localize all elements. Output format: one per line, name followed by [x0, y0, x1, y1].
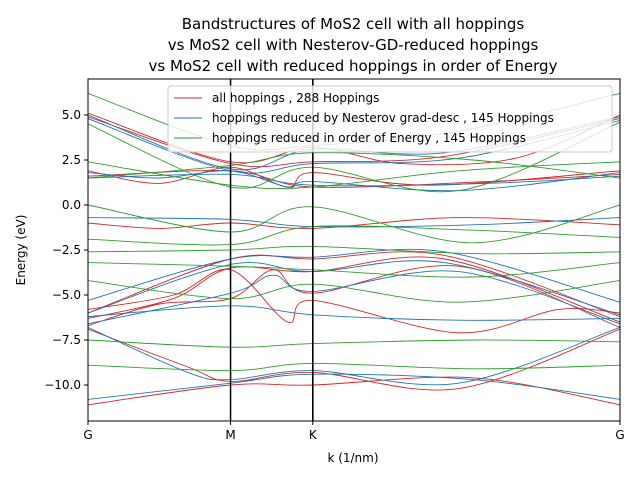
series-2-band-6 — [88, 248, 620, 303]
y-tick-label: 0.0 — [62, 198, 81, 212]
y-tick-label: −5.0 — [52, 288, 81, 302]
series-1-band-1 — [88, 112, 620, 166]
x-tick-label: G — [83, 428, 92, 442]
chart-title-line-1: Bandstructures of MoS2 cell with all hop… — [182, 15, 525, 33]
x-axis-label: k (1/nm) — [327, 451, 378, 465]
legend-label-3: hoppings reduced in order of Energy , 14… — [212, 131, 526, 145]
y-axis-ticks: 5.0 2.5 0.0 −2.5 −5.0 −7.5 −10.0 — [44, 108, 88, 392]
y-tick-label: −10.0 — [44, 378, 81, 392]
chart-title-line-2: vs MoS2 cell with Nesterov-GD-reduced ho… — [168, 36, 539, 54]
series-2-band-3 — [88, 170, 620, 192]
legend-label-2: hoppings reduced by Nesterov grad-desc ,… — [212, 111, 554, 125]
series-1-band-9 — [88, 268, 620, 334]
series-3-band-11 — [88, 362, 620, 372]
legend: all hoppings , 288 Hoppings hoppings redu… — [167, 85, 613, 153]
series-2-band-9 — [88, 305, 620, 321]
y-tick-label: −2.5 — [52, 243, 81, 257]
series-2-band-7 — [88, 260, 620, 316]
series-3-band-8 — [88, 262, 620, 278]
series-2-band-4 — [88, 173, 620, 187]
series-3-band-6 — [88, 225, 620, 246]
x-tick-label: G — [615, 428, 624, 442]
series-3-band-5 — [88, 204, 620, 244]
series-2-band-10 — [88, 326, 620, 386]
series-1-band-5 — [88, 217, 620, 229]
y-tick-label: −7.5 — [52, 333, 81, 347]
series-1-band-4 — [88, 170, 620, 188]
y-tick-label: 5.0 — [62, 108, 81, 122]
legend-box — [167, 85, 613, 153]
series-2-band-5 — [88, 217, 620, 228]
series-3-band-9 — [88, 280, 620, 303]
chart-title-line-3: vs MoS2 cell with reduced hoppings in or… — [149, 57, 558, 75]
series-3-band-2 — [88, 121, 620, 193]
y-tick-label: 2.5 — [62, 153, 81, 167]
series-1-band-11 — [88, 376, 620, 406]
y-axis-label: Energy (eV) — [14, 215, 28, 286]
series-3-band-10 — [88, 339, 620, 348]
series-2-band-8 — [88, 270, 620, 325]
series-3-band-4 — [88, 152, 620, 179]
series-1-band-6 — [88, 251, 620, 318]
x-tick-label: M — [225, 428, 235, 442]
series-2-band-11 — [88, 373, 620, 400]
series-1-band-10 — [88, 328, 620, 391]
legend-label-1: all hoppings , 288 Hoppings — [212, 91, 379, 105]
x-tick-label: K — [309, 428, 318, 442]
series-1-band-7 — [88, 256, 620, 323]
series-3-band-3 — [88, 161, 620, 190]
series-3-band-7 — [88, 245, 620, 255]
